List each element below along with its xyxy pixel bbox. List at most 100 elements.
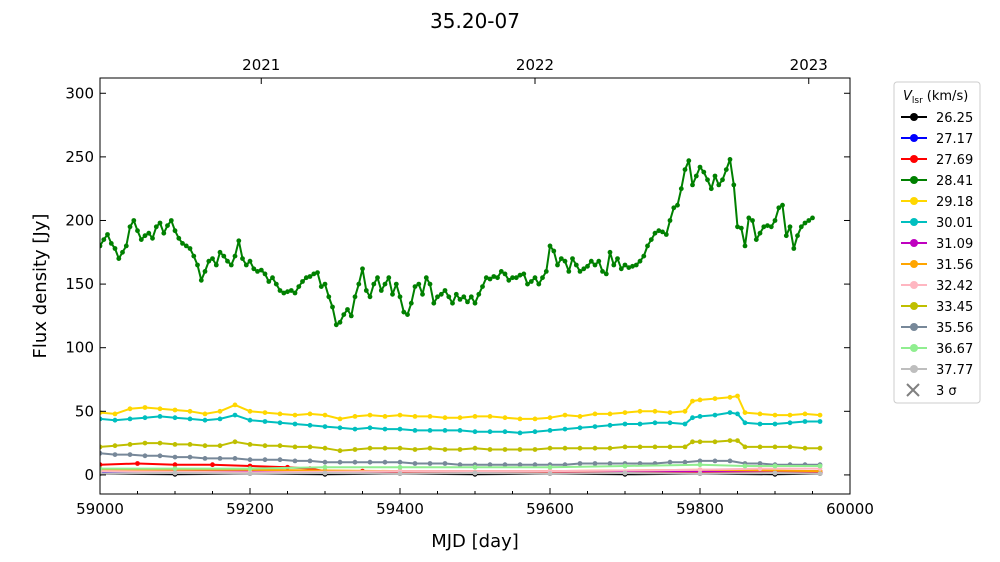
data-point [682,408,688,414]
data-point [371,281,377,287]
data-point [562,258,568,264]
data-point [555,262,560,268]
data-point [776,205,782,211]
data-point [100,450,103,456]
data-point [727,458,733,464]
data-point [682,444,688,450]
data-point [442,415,448,421]
data-point [663,232,669,237]
y-tick-label: 300 [65,84,94,102]
chart-title: 35.20-07 [430,9,520,33]
data-point [450,300,455,306]
data-point [247,258,253,264]
data-point [787,412,793,418]
data-point [772,444,778,450]
data-point [213,262,219,268]
data-point [112,417,118,423]
data-point [607,445,613,451]
top-tick-label: 2021 [242,56,280,74]
data-point [172,462,178,468]
data-point [367,294,373,300]
data-point [573,262,579,268]
data-point [652,420,658,426]
data-point [483,275,489,281]
data-point [817,412,823,418]
data-point [296,284,302,289]
data-point [427,428,433,433]
data-point [551,248,557,254]
data-point [157,440,163,446]
legend-marker [910,260,918,268]
data-point [101,237,107,243]
data-point [198,277,204,283]
data-point [247,442,253,447]
data-point [292,290,298,296]
data-point [543,269,549,274]
data-point [210,462,215,468]
data-point [615,256,620,261]
data-point [675,202,680,208]
legend-label: 31.56 [936,258,973,273]
data-point [307,411,313,417]
data-point [592,262,598,268]
data-point [427,445,433,451]
data-point [247,466,253,471]
data-point [187,246,193,251]
data-point [667,444,673,450]
series-33-45 [100,438,823,454]
data-point [547,464,553,470]
data-point [637,408,643,414]
data-point [671,205,677,211]
data-point [217,443,223,449]
data-point [262,443,268,449]
data-point [697,164,703,170]
data-point [187,416,193,422]
data-point [592,424,598,429]
data-point [476,291,482,297]
y-tick-label: 0 [84,466,94,484]
data-point [562,462,568,468]
legend-label: 30.01 [936,216,973,231]
sigma-marker-b [906,383,920,397]
data-point [802,220,808,226]
x-tick-label: 59400 [376,500,424,518]
data-point [236,238,242,244]
data-point [742,463,748,469]
x-tick-label: 59200 [226,500,274,518]
data-point [127,452,133,457]
legend-marker [910,197,918,205]
data-point [146,230,152,236]
data-point [292,444,298,450]
data-point [386,275,392,281]
data-point [202,443,208,449]
data-point [648,237,654,243]
data-point [532,275,538,281]
data-point [157,220,163,226]
data-point [247,417,253,423]
data-point [697,471,703,476]
data-point [570,256,575,261]
data-point [697,467,703,473]
top-axis: 2021 2022 2023 [242,56,828,84]
series-36-67 [100,462,823,471]
data-point [187,454,193,460]
data-point [232,402,238,408]
data-point [337,448,343,454]
data-point [412,447,418,452]
data-point [757,230,763,236]
y-tick-label: 150 [65,275,94,293]
data-point [172,415,178,421]
data-point [465,299,470,305]
data-point [765,223,770,229]
legend-marker [910,218,918,226]
data-point [307,274,313,279]
data-point [360,266,365,272]
legend-item: 29.18 [901,195,973,210]
data-point [588,258,594,264]
data-point [712,396,718,401]
data-point [100,444,103,450]
data-point [577,461,583,466]
data-point [600,269,605,274]
legend-label: 37.77 [936,363,973,378]
data-point [453,291,459,297]
